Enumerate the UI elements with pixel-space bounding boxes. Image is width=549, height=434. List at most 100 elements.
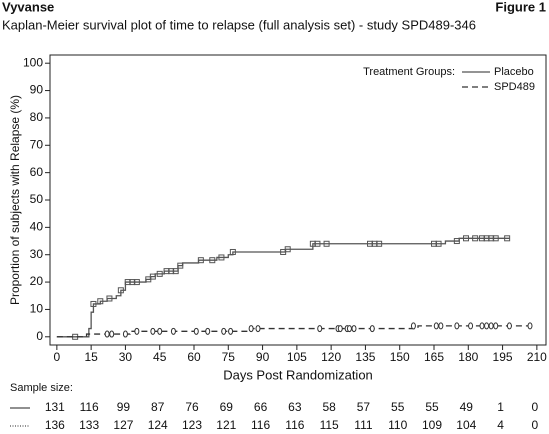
- y-axis-label: Proportion of subjects with Relapse (%): [8, 95, 22, 305]
- censor-mark: [248, 325, 254, 333]
- censor-mark: [454, 322, 460, 330]
- censor-mark: [506, 322, 512, 330]
- at-risk-count: 55: [391, 400, 405, 414]
- y-tick-label: 80: [30, 110, 44, 124]
- at-risk-count: 111: [354, 418, 373, 432]
- censor-mark: [438, 322, 444, 330]
- censor-mark: [157, 327, 163, 335]
- at-risk-count: 109: [422, 418, 442, 432]
- censor-mark: [172, 268, 179, 275]
- x-tick-label: 180: [458, 350, 478, 364]
- at-risk-count: 49: [460, 400, 474, 414]
- y-tick-label: 100: [23, 55, 43, 69]
- censor-mark: [133, 279, 140, 286]
- at-risk-count: 69: [220, 400, 234, 414]
- censor-mark: [453, 238, 460, 245]
- at-risk-count: 115: [320, 418, 339, 432]
- x-tick-label: 105: [287, 350, 307, 364]
- censor-mark: [104, 330, 110, 338]
- header-left: Vyvanse: [2, 0, 54, 14]
- censor-mark: [346, 325, 352, 333]
- chart-title: Kaplan-Meier survival plot of time to re…: [2, 17, 476, 32]
- censor-mark: [122, 330, 128, 338]
- x-tick-label: 75: [222, 350, 236, 364]
- at-risk-count: 0: [532, 400, 539, 414]
- censor-mark: [109, 330, 115, 338]
- censor-mark: [323, 240, 330, 247]
- censor-mark: [229, 248, 236, 255]
- censor-mark: [463, 235, 469, 242]
- censor-mark: [484, 322, 490, 330]
- at-risk-count: 66: [254, 400, 268, 414]
- censor-mark: [97, 298, 104, 305]
- x-tick-label: 0: [54, 350, 61, 364]
- censor-mark: [317, 325, 323, 333]
- censor-mark: [90, 300, 97, 307]
- y-tick-label: 50: [30, 192, 44, 206]
- x-tick-label: 60: [187, 350, 201, 364]
- at-risk-count: 123: [182, 418, 202, 432]
- at-risk-count: 133: [79, 418, 99, 432]
- censor-mark: [193, 327, 199, 335]
- x-tick-label: 165: [424, 350, 444, 364]
- x-tick-label: 90: [256, 350, 270, 364]
- censor-mark: [150, 327, 156, 335]
- censor-mark: [410, 322, 416, 330]
- sample-size-label: Sample size:: [10, 382, 73, 394]
- censor-mark: [177, 262, 184, 269]
- plot-frame: [49, 54, 547, 346]
- km-curve: [56, 325, 533, 338]
- legend-label: SPD489: [494, 81, 535, 93]
- censor-mark: [472, 235, 479, 242]
- y-tick-label: 30: [30, 247, 44, 261]
- censor-mark: [218, 254, 225, 261]
- at-risk-count: 110: [388, 418, 407, 432]
- at-risk-count: 116: [80, 400, 99, 414]
- censor-mark: [134, 327, 140, 335]
- legend-title: Treatment Groups:: [363, 66, 455, 78]
- at-risk-count: 0: [532, 418, 539, 432]
- x-tick-label: 15: [84, 350, 98, 364]
- at-risk-count: 1: [497, 400, 504, 414]
- censor-mark: [209, 257, 216, 264]
- censor-mark: [117, 287, 124, 294]
- censor-mark: [255, 325, 261, 333]
- x-tick-label: 120: [321, 350, 341, 364]
- x-tick-label: 195: [493, 350, 513, 364]
- x-tick-label: 135: [355, 350, 375, 364]
- censor-mark: [468, 322, 474, 330]
- censor-mark: [376, 240, 383, 247]
- censor-mark: [284, 246, 291, 253]
- censor-mark: [156, 270, 163, 277]
- y-tick-label: 40: [30, 220, 44, 234]
- censor-mark: [228, 327, 234, 335]
- at-risk-count: 124: [148, 418, 168, 432]
- censor-mark: [369, 325, 375, 333]
- at-risk-count: 99: [117, 400, 131, 414]
- at-risk-count: 121: [216, 418, 236, 432]
- at-risk-count: 131: [45, 400, 65, 414]
- censor-mark: [488, 322, 494, 330]
- censor-mark: [351, 325, 357, 333]
- at-risk-count: 136: [45, 418, 65, 432]
- y-tick-label: 90: [30, 83, 44, 97]
- at-risk-count: 76: [185, 400, 199, 414]
- at-risk-count: 55: [425, 400, 439, 414]
- y-tick-label: 70: [30, 137, 44, 151]
- censor-mark: [149, 273, 156, 280]
- censor-mark: [170, 327, 176, 335]
- at-risk-count: 63: [288, 400, 302, 414]
- y-tick-label: 20: [30, 274, 44, 288]
- at-risk-count: 116: [285, 418, 304, 432]
- censor-mark: [479, 322, 485, 330]
- censor-mark: [504, 235, 511, 242]
- at-risk-count: 116: [251, 418, 270, 432]
- km-curve: [56, 237, 510, 338]
- censor-mark: [492, 235, 499, 242]
- censor-mark: [435, 240, 442, 247]
- x-axis-label: Days Post Randomization: [223, 367, 373, 382]
- at-risk-count: 127: [113, 418, 133, 432]
- censor-mark: [527, 322, 533, 330]
- at-risk-count: 104: [456, 418, 476, 432]
